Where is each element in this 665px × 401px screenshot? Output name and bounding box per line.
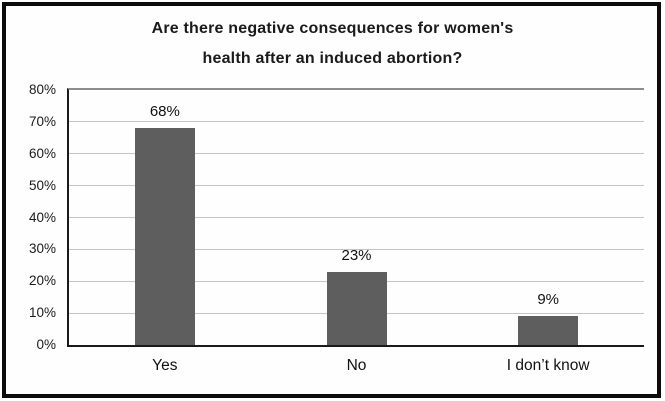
gridline bbox=[69, 153, 644, 155]
y-tick-label: 20% bbox=[28, 273, 56, 289]
chart-title-line-1: Are there negative consequences for wome… bbox=[151, 20, 514, 37]
y-tick-label: 50% bbox=[28, 177, 56, 193]
category-label: No bbox=[346, 357, 367, 374]
bar-value-label: 68% bbox=[149, 103, 180, 121]
gridline bbox=[69, 121, 644, 123]
bar-value-label: 9% bbox=[537, 291, 559, 309]
chart-title: Are there negative consequences for wome… bbox=[0, 14, 665, 74]
bar bbox=[134, 128, 195, 345]
y-tick-label: 10% bbox=[28, 305, 56, 321]
y-tick-label: 40% bbox=[28, 209, 56, 225]
category-label: I don’t know bbox=[506, 357, 590, 374]
y-tick-label: 80% bbox=[28, 82, 56, 97]
gridline bbox=[69, 248, 644, 250]
y-tick-label: 30% bbox=[28, 241, 56, 257]
chart-title-line-2: health after an induced abortion? bbox=[202, 50, 463, 67]
plot-area bbox=[67, 88, 644, 347]
bar-value-label: 23% bbox=[341, 246, 372, 264]
y-tick-label: 70% bbox=[28, 113, 56, 129]
category-label: Yes bbox=[152, 357, 178, 374]
y-tick-label: 0% bbox=[36, 337, 56, 352]
gridline bbox=[69, 185, 644, 187]
y-tick-label: 60% bbox=[28, 145, 56, 161]
gridline bbox=[69, 217, 644, 218]
bar bbox=[518, 316, 579, 345]
bar bbox=[326, 271, 387, 345]
